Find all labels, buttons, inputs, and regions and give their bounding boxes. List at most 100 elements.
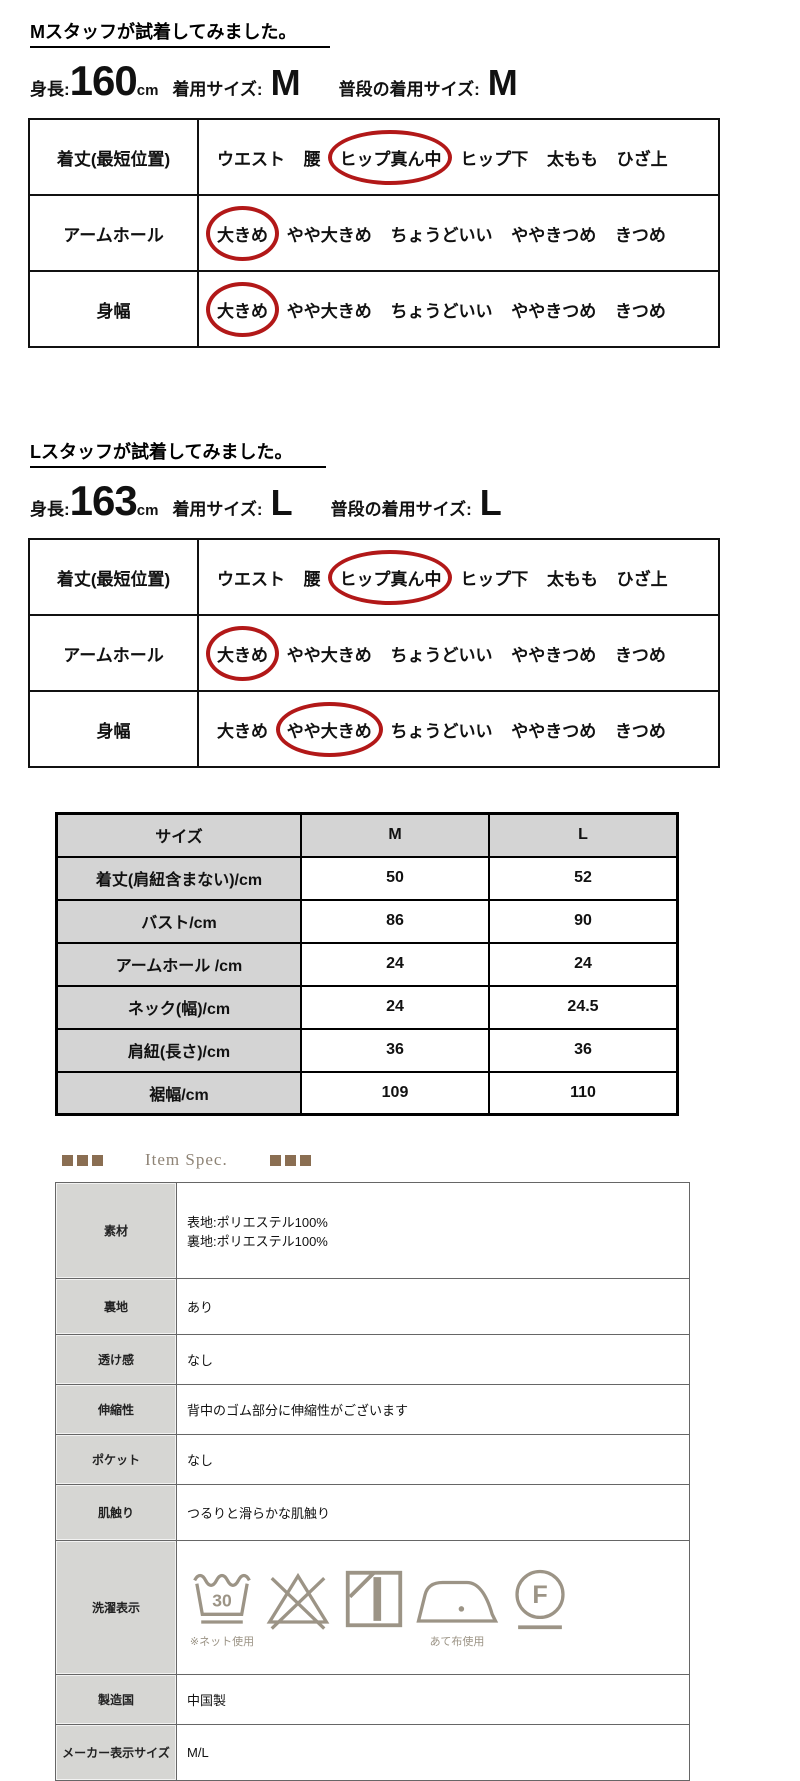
hang-dry-shade-icon xyxy=(339,1566,409,1632)
size-value-m: 24 xyxy=(300,941,490,987)
fit-option-selected: 大きめ xyxy=(206,205,279,261)
size-value-l: 90 xyxy=(488,898,679,944)
wash-30-gentle-icon: 30 ※ネット使用 xyxy=(187,1566,257,1649)
spec-row-label: 肌触り xyxy=(55,1484,177,1541)
table-row: 肩紐(長さ)/cm 36 36 xyxy=(55,1027,679,1073)
size-value-m: 109 xyxy=(300,1070,490,1116)
fit-option: ややきつめ xyxy=(511,301,597,321)
table-row: アームホール 大きめ やや大きめ ちょうどいい ややきつめ きつめ xyxy=(28,614,720,692)
fit-row-options: ウエスト 腰 ヒップ真ん中 ヒップ下 太もも ひざ上 xyxy=(197,538,720,616)
size-value-m: 24 xyxy=(300,984,490,1030)
wash-caption: ※ネット使用 xyxy=(189,1636,255,1648)
table-row: アームホール /cm 24 24 xyxy=(55,941,679,987)
usual-size-label: 普段の着用サイズ: xyxy=(330,500,472,519)
height-unit: cm xyxy=(136,82,159,99)
fit-option: ヒップ下 xyxy=(460,149,529,169)
fit-option-selected: やや大きめ xyxy=(275,701,383,757)
fit-option: やや大きめ xyxy=(286,225,372,245)
fit-table-l: 着丈(最短位置) ウエスト 腰 ヒップ真ん中 ヒップ下 太もも ひざ上 アームホ… xyxy=(28,538,720,768)
table-row: ポケット なし xyxy=(55,1434,690,1485)
spec-row-value: 表地:ポリエステル100% 裏地:ポリエステル100% xyxy=(176,1182,690,1279)
fit-option: やや大きめ xyxy=(286,301,372,321)
table-row: 身幅 大きめ やや大きめ ちょうどいい ややきつめ きつめ xyxy=(28,270,720,348)
fit-option: ちょうどいい xyxy=(390,225,493,245)
fit-row-options: 大きめ やや大きめ ちょうどいい ややきつめ きつめ xyxy=(197,270,720,348)
size-value-l: 36 xyxy=(488,1027,679,1073)
spec-row-value: 中国製 xyxy=(176,1674,690,1725)
fit-row-label: 身幅 xyxy=(28,270,199,348)
table-row: 着丈(最短位置) ウエスト 腰 ヒップ真ん中 ヒップ下 太もも ひざ上 xyxy=(28,118,720,196)
fit-option-selected: ヒップ真ん中 xyxy=(328,549,453,605)
spec-row-label: 洗濯表示 xyxy=(55,1540,177,1675)
size-col-header-m: M xyxy=(300,812,490,858)
item-spec-header: Item Spec. xyxy=(62,1150,800,1170)
table-row: 伸縮性 背中のゴム部分に伸縮性がございます xyxy=(55,1384,690,1435)
fit-review-section-l: Lスタッフが試着してみました。 身長: 163 cm 着用サイズ: L 普段の着… xyxy=(28,420,800,768)
height-unit: cm xyxy=(136,502,159,519)
table-row: 製造国 中国製 xyxy=(55,1674,690,1725)
fit-option: ヒップ下 xyxy=(460,569,529,589)
spec-row-value: あり xyxy=(176,1278,690,1335)
table-row: 着丈(最短位置) ウエスト 腰 ヒップ真ん中 ヒップ下 太もも ひざ上 xyxy=(28,538,720,616)
fit-row-label: 着丈(最短位置) xyxy=(28,538,199,616)
spec-row-label: 裏地 xyxy=(55,1278,177,1335)
size-value-l: 24.5 xyxy=(488,984,679,1030)
item-spec-title: Item Spec. xyxy=(145,1150,228,1169)
worn-size-value: M xyxy=(270,62,301,103)
worn-size-label: 着用サイズ: xyxy=(172,80,263,99)
no-bleach-icon xyxy=(263,1566,333,1632)
fit-option: 大きめ xyxy=(217,721,268,741)
spec-row-label: メーカー表示サイズ xyxy=(55,1724,177,1781)
size-row-label: アームホール /cm xyxy=(55,941,302,987)
table-row: 裏地 あり xyxy=(55,1278,690,1335)
spec-row-value: なし xyxy=(176,1434,690,1485)
fit-option: 太もも xyxy=(546,569,598,589)
table-row: 透け感 なし xyxy=(55,1334,690,1385)
size-row-label: バスト/cm xyxy=(55,898,302,944)
fit-row-label: 着丈(最短位置) xyxy=(28,118,199,196)
fit-option: ひざ上 xyxy=(616,569,668,589)
size-value-m: 86 xyxy=(300,898,490,944)
height-label: 身長: xyxy=(30,500,70,519)
spec-row-value: なし xyxy=(176,1334,690,1385)
size-chart-table: サイズ M L 着丈(肩紐含まない)/cm 50 52 バスト/cm 86 90… xyxy=(55,812,679,1116)
table-row: アームホール 大きめ やや大きめ ちょうどいい ややきつめ きつめ xyxy=(28,194,720,272)
size-row-label: 裾幅/cm xyxy=(55,1070,302,1116)
table-row: メーカー表示サイズ M/L xyxy=(55,1724,690,1781)
svg-text:30: 30 xyxy=(212,1591,232,1611)
fit-option: ちょうどいい xyxy=(390,301,493,321)
fit-option: 腰 xyxy=(303,149,321,169)
spec-row-value: つるりと滑らかな肌触り xyxy=(176,1484,690,1541)
table-row: 素材 表地:ポリエステル100% 裏地:ポリエステル100% xyxy=(55,1182,690,1279)
usual-size-value: M xyxy=(487,62,518,103)
usual-size-value: L xyxy=(479,482,502,523)
fit-option: ややきつめ xyxy=(511,645,597,665)
fit-option: ウエスト xyxy=(217,149,285,169)
fit-option: ひざ上 xyxy=(616,149,668,169)
iron-caption: あて布使用 xyxy=(429,1636,485,1648)
size-row-label: ネック(幅)/cm xyxy=(55,984,302,1030)
size-col-header-l: L xyxy=(488,812,679,858)
table-row: バスト/cm 86 90 xyxy=(55,898,679,944)
fit-option: きつめ xyxy=(614,721,666,741)
usual-size-label: 普段の着用サイズ: xyxy=(338,80,480,99)
brown-squares-icon xyxy=(62,1154,107,1166)
fit-heading-l: Lスタッフが試着してみました。 xyxy=(30,438,327,468)
fit-table-m: 着丈(最短位置) ウエスト 腰 ヒップ真ん中 ヒップ下 太もも ひざ上 アームホ… xyxy=(28,118,720,348)
spec-row-value: M/L xyxy=(176,1724,690,1781)
size-row-label: 着丈(肩紐含まない)/cm xyxy=(55,855,302,901)
spec-row-label: 伸縮性 xyxy=(55,1384,177,1435)
worn-size-value: L xyxy=(270,482,293,523)
fit-row-label: 身幅 xyxy=(28,690,199,768)
size-col-header: サイズ xyxy=(55,812,302,858)
item-spec-table: 素材 表地:ポリエステル100% 裏地:ポリエステル100% 裏地 あり 透け感… xyxy=(55,1182,690,1781)
height-value: 163 xyxy=(69,477,138,524)
fit-option: ちょうどいい xyxy=(390,645,493,665)
fit-option: きつめ xyxy=(614,225,666,245)
fit-stats-m: 身長: 160 cm 着用サイズ: M 普段の着用サイズ: M xyxy=(30,60,800,102)
iron-with-cloth-icon: あて布使用 xyxy=(415,1566,499,1649)
spec-row-label: ポケット xyxy=(55,1434,177,1485)
size-row-label: 肩紐(長さ)/cm xyxy=(55,1027,302,1073)
table-row: 身幅 大きめ やや大きめ ちょうどいい ややきつめ きつめ xyxy=(28,690,720,768)
fit-option: きつめ xyxy=(614,645,666,665)
